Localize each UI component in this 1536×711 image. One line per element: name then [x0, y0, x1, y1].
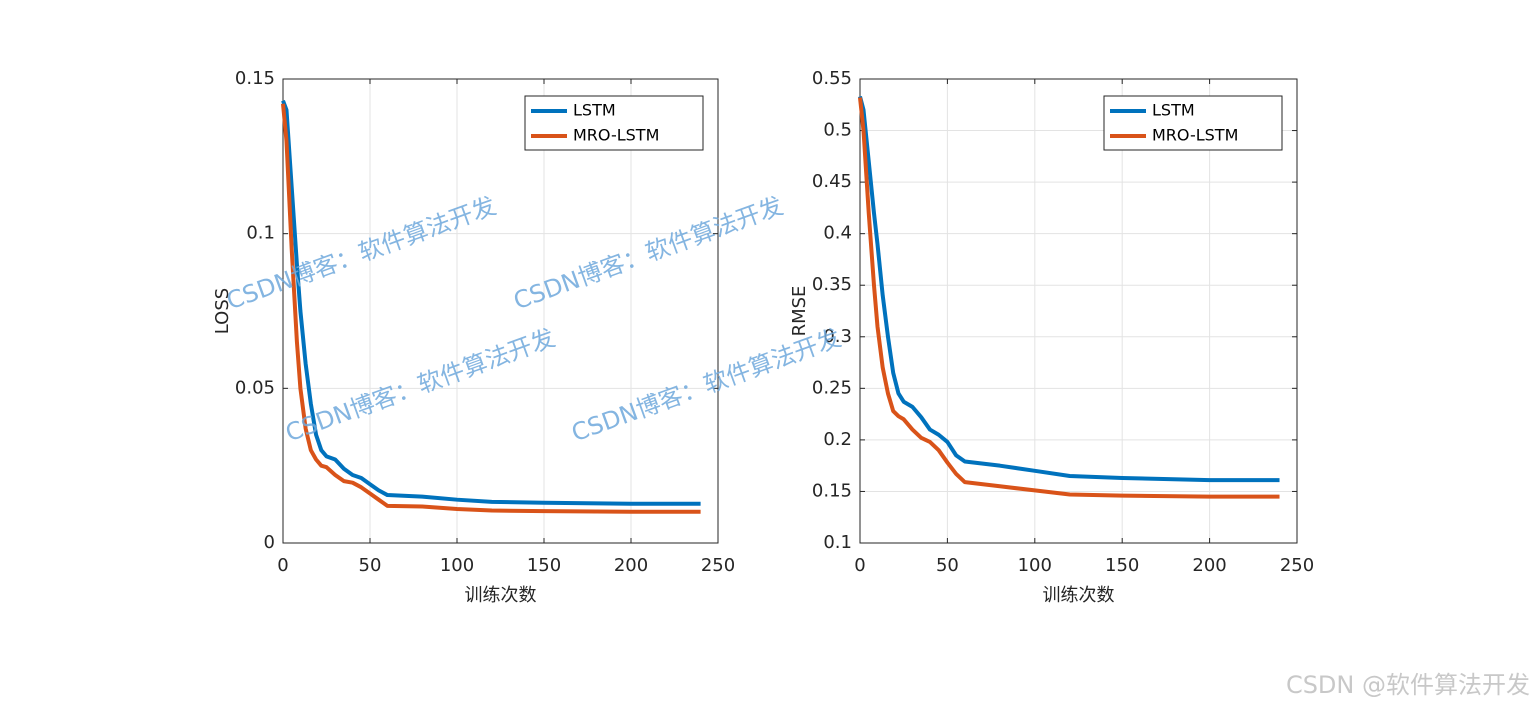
y-tick-label: 0.1 — [246, 223, 275, 244]
line-series — [281, 103, 701, 514]
plot-area — [860, 79, 1297, 543]
y-tick-label: 0.15 — [812, 480, 852, 501]
x-tick-label: 150 — [527, 555, 561, 576]
legend-box — [524, 95, 704, 151]
legend-label: LSTM — [1152, 101, 1195, 120]
y-axis-label: RMSE — [789, 286, 810, 337]
y-tick-label: 0.15 — [235, 68, 275, 89]
legend-box — [1103, 95, 1283, 151]
y-tick-label: 0.4 — [823, 223, 852, 244]
x-tick-label: 50 — [359, 555, 382, 576]
line-series — [858, 97, 1280, 499]
footer-credit: CSDN @软件算法开发 — [1286, 671, 1530, 699]
line-series — [858, 96, 1280, 483]
x-tick-label: 200 — [614, 555, 648, 576]
y-tick-label: 0.35 — [812, 274, 852, 295]
x-tick-label: 0 — [277, 555, 288, 576]
y-tick-label: 0.3 — [823, 326, 852, 347]
x-tick-label: 100 — [1018, 555, 1052, 576]
x-tick-label: 250 — [701, 555, 735, 576]
legend-label: MRO-LSTM — [573, 126, 659, 145]
y-tick-label: 0.45 — [812, 171, 852, 192]
y-axis-label: LOSS — [212, 288, 233, 334]
axes-box — [282, 78, 719, 544]
legend-label: MRO-LSTM — [1152, 126, 1238, 145]
legend-label: LSTM — [573, 101, 616, 120]
y-tick-label: 0.1 — [823, 532, 852, 553]
x-axis-label: 训练次数 — [1043, 585, 1115, 606]
x-tick-label: 200 — [1192, 555, 1226, 576]
y-tick-label: 0.25 — [812, 377, 852, 398]
y-tick-label: 0.5 — [823, 120, 852, 141]
y-tick-label: 0 — [264, 532, 275, 553]
x-tick-label: 50 — [936, 555, 959, 576]
x-tick-label: 0 — [854, 555, 865, 576]
plot-area — [283, 79, 718, 543]
y-tick-label: 0.55 — [812, 68, 852, 89]
axes-box — [859, 78, 1298, 544]
x-tick-label: 100 — [440, 555, 474, 576]
x-tick-label: 150 — [1105, 555, 1139, 576]
line-series — [281, 99, 701, 506]
x-axis-label: 训练次数 — [465, 585, 537, 606]
x-tick-label: 250 — [1280, 555, 1314, 576]
y-tick-label: 0.2 — [823, 429, 852, 450]
y-tick-label: 0.05 — [235, 377, 275, 398]
